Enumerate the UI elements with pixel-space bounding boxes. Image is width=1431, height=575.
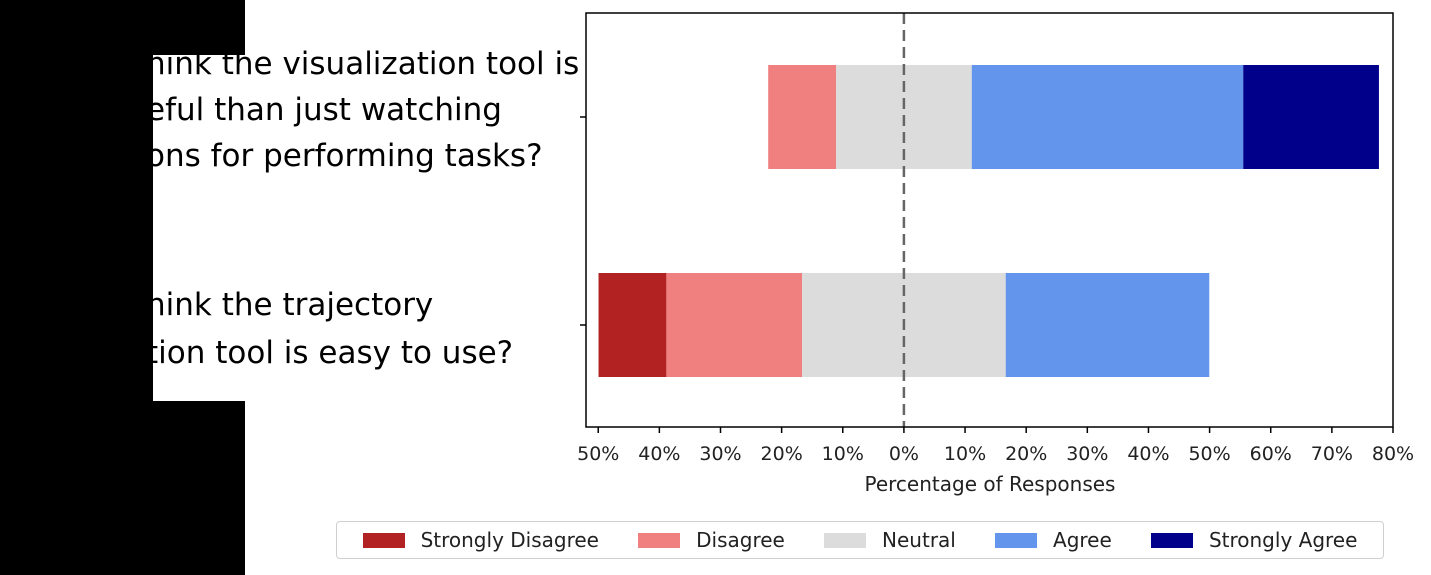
legend-label-strongly-disagree: Strongly Disagree (420, 528, 599, 552)
plot-frame (585, 12, 1394, 428)
question-1-line-3: ons for performing tasks? (146, 138, 543, 174)
bar-q2-disagree (666, 273, 803, 377)
bar-q1-agree (971, 65, 1244, 169)
legend-label-disagree: Disagree (696, 528, 785, 552)
legend-swatch-strongly-disagree (362, 532, 405, 548)
legend: Strongly Disagree Disagree Neutral Agree Str… (336, 521, 1384, 559)
x-tick-label-7: 20% (1005, 443, 1047, 465)
x-tick-label-5: 0% (889, 443, 919, 465)
legend-swatch-disagree (638, 532, 681, 548)
x-tick-label-4: 10% (822, 443, 864, 465)
bar-q2-agree (1005, 273, 1210, 377)
legend-label-agree: Agree (1053, 528, 1112, 552)
x-tick-label-1: 40% (638, 443, 680, 465)
x-tick-label-10: 50% (1188, 443, 1230, 465)
y-ticks (580, 116, 586, 326)
legend-swatch-agree (995, 532, 1038, 548)
bar-q1-strongly-agree (1243, 65, 1379, 169)
x-tick-label-0: 50% (577, 443, 619, 465)
x-axis-label: Percentage of Responses (865, 472, 1116, 496)
x-tick-label-11: 60% (1250, 443, 1292, 465)
bar-q1-disagree (768, 65, 837, 169)
x-tick-label-9: 40% (1127, 443, 1169, 465)
x-tick-label-13: 80% (1372, 443, 1414, 465)
question-1-line-2: eful than just watching (146, 92, 502, 128)
legend-item-strongly-disagree: Strongly Disagree (362, 528, 599, 552)
black-occlusion-bottom-right (150, 401, 245, 575)
x-tick-label-3: 20% (761, 443, 803, 465)
x-tick-label-8: 30% (1066, 443, 1108, 465)
x-tick-label-6: 10% (944, 443, 986, 465)
bar-q2-strongly-disagree (598, 273, 667, 377)
x-tick-label-2: 30% (699, 443, 741, 465)
black-occlusion-top-right (150, 0, 245, 55)
x-tick-label-12: 70% (1311, 443, 1353, 465)
question-2-line-2: tion tool is easy to use? (146, 335, 514, 371)
legend-swatch-strongly-agree (1150, 532, 1193, 548)
legend-label-strongly-agree: Strongly Agree (1208, 528, 1358, 552)
bars-group (598, 65, 1379, 377)
legend-item-strongly-agree: Strongly Agree (1150, 528, 1358, 552)
legend-item-disagree: Disagree (638, 528, 785, 552)
legend-label-neutral: Neutral (882, 528, 956, 552)
legend-item-neutral: Neutral (824, 528, 956, 552)
question-1-line-1: hink the visualization tool is (146, 46, 580, 82)
question-2-line-1: hink the trajectory (146, 287, 434, 323)
legend-item-agree: Agree (995, 528, 1112, 552)
legend-swatch-neutral (824, 532, 867, 548)
black-occlusion-left (0, 0, 153, 575)
x-ticks: 50% 40% 30% 20% 10% 0% 10% 20% 30% 40% 50% 60% 70% 80… (577, 427, 1414, 465)
